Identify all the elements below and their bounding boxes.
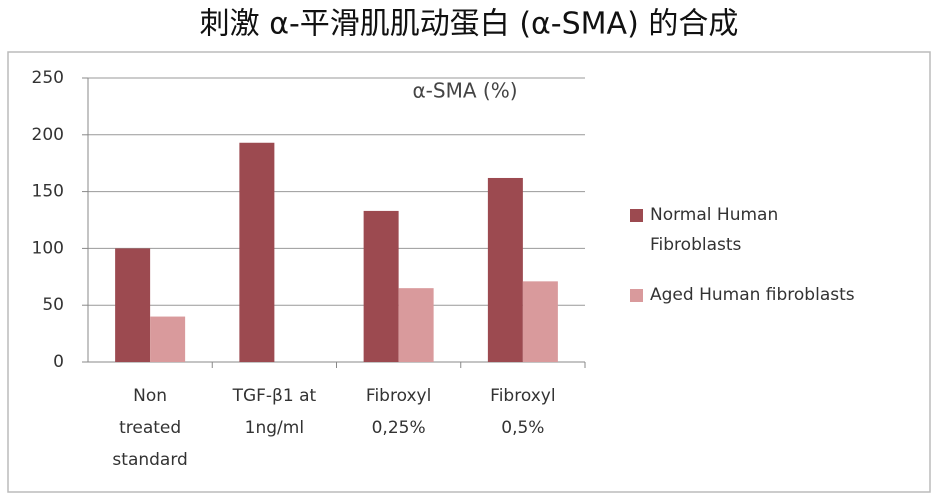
x-tick-label: Non treated standard [112, 386, 188, 470]
y-tick-label: 50 [42, 295, 64, 315]
x-tick-label: Fibroxyl 0,25% [365, 386, 432, 438]
bar [522, 281, 558, 362]
y-tick-label: 250 [32, 68, 64, 88]
y-tick-label: 150 [32, 182, 64, 202]
bar [398, 288, 434, 362]
x-tick-label: Fibroxyl 0,5% [490, 386, 556, 438]
bar [150, 316, 186, 362]
chart-frame [7, 51, 931, 493]
bar [487, 177, 523, 362]
x-tick-label: TGF-β1 at 1ng/ml [232, 386, 317, 438]
y-tick-label: 0 [53, 352, 64, 372]
legend-label: Normal Human Fibroblasts [650, 205, 779, 255]
bar [363, 210, 399, 362]
y-tick-label: 100 [32, 238, 64, 258]
y-tick-label: 200 [32, 125, 64, 145]
legend-label: Aged Human fibroblasts [650, 285, 855, 305]
bar [115, 248, 151, 362]
bar [239, 142, 275, 362]
legend-swatch [630, 209, 643, 222]
chart-title: 刺激 α-平滑肌肌动蛋白 (α-SMA) 的合成 [200, 7, 739, 42]
legend-swatch [630, 289, 643, 302]
chart-subtitle: α-SMA (%) [413, 79, 518, 103]
